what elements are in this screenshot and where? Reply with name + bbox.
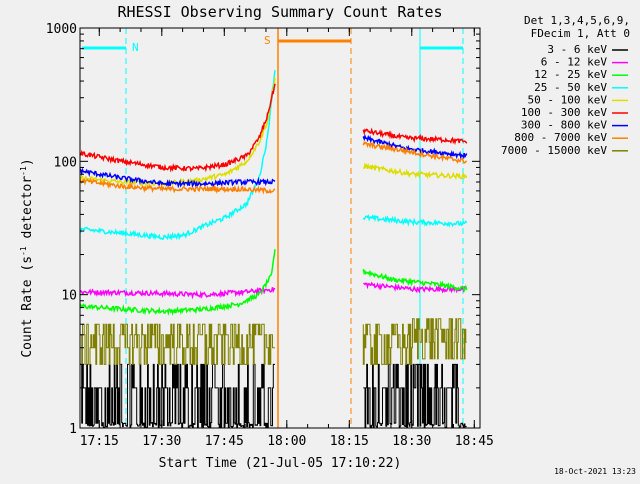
series-5-segment-1 [362,127,468,146]
y-axis-label: Count Rate (s-1 detector-1) [19,158,35,357]
y-tick-label-1: 10 [61,289,77,304]
legend-label-8: 7000 - 15000 keV [501,144,607,157]
x-tick-label-5: 18:30 [392,434,431,449]
x-axis: 17:15 17:30 17:45 18:00 18:15 18:30 18:45 [80,28,494,449]
legend-header-line1: Det 1,3,4,5,6,9, [524,14,630,27]
x-axis-label: Start Time (21-Jul-05 17:10:22) [159,456,402,471]
y-axis: 1 10 100 1000 [46,22,480,437]
y-axis-label-main: Count Rate (s [20,256,35,358]
series-8-segment-1 [362,318,467,365]
y-tick-label-2: 100 [54,155,77,170]
x-tick-label-1: 17:30 [142,434,181,449]
y-tick-label-0: 1 [69,422,77,437]
series-2-segment-0 [79,249,276,316]
series-7-segment-0 [79,177,276,195]
legend-label-7: 800 - 7000 keV [514,131,607,144]
series-0-segment-0 [79,363,275,429]
legend-label-0: 3 - 6 keV [547,43,607,56]
legend: Det 1,3,4,5,6,9, FDecim 1, Att 0 3 - 6 k… [501,14,630,157]
series-7-segment-1 [362,141,468,164]
x-tick-label-3: 18:00 [267,434,306,449]
legend-label-5: 100 - 300 keV [521,106,607,119]
x-tick-label-6: 18:45 [455,434,494,449]
attenuator-markers: NS [82,28,464,428]
series-4-segment-1 [363,162,468,181]
series-0-segment-1 [363,363,467,429]
y-axis-label-sup1: -1 [19,246,28,256]
legend-label-3: 25 - 50 keV [534,81,607,94]
series-2-segment-1 [362,268,468,293]
timestamp: 18-Oct-2021 13:23 [554,467,636,476]
series-6-segment-1 [362,133,468,160]
chart-title: RHESSI Observing Summary Count Rates [117,3,442,21]
series-6-segment-0 [79,167,276,189]
x-tick-label-4: 18:15 [330,434,369,449]
series-5-segment-0 [79,83,276,173]
legend-label-4: 50 - 100 keV [528,93,608,106]
plot-frame [79,27,481,429]
y-tick-label-3: 1000 [46,22,77,37]
series-lines [79,70,468,429]
series-3-segment-0 [79,70,276,241]
series-3-segment-1 [362,214,468,228]
y-axis-label-sup2: -1 [19,166,28,176]
x-tick-label-2: 17:45 [205,434,244,449]
plot-border [79,27,481,429]
x-tick-label-0: 17:15 [80,434,119,449]
legend-label-1: 6 - 12 keV [541,56,608,69]
y-axis-label-end: ) [20,158,35,166]
legend-label-6: 300 - 800 keV [521,119,607,132]
legend-label-2: 12 - 25 keV [534,68,607,81]
night-label: N [132,41,139,54]
y-axis-label-mid: detector [20,176,35,247]
series-8-segment-0 [80,323,275,365]
legend-header-line2: FDecim 1, Att 0 [531,27,630,40]
saa-label: S [264,34,271,47]
series-1-segment-0 [79,286,276,300]
